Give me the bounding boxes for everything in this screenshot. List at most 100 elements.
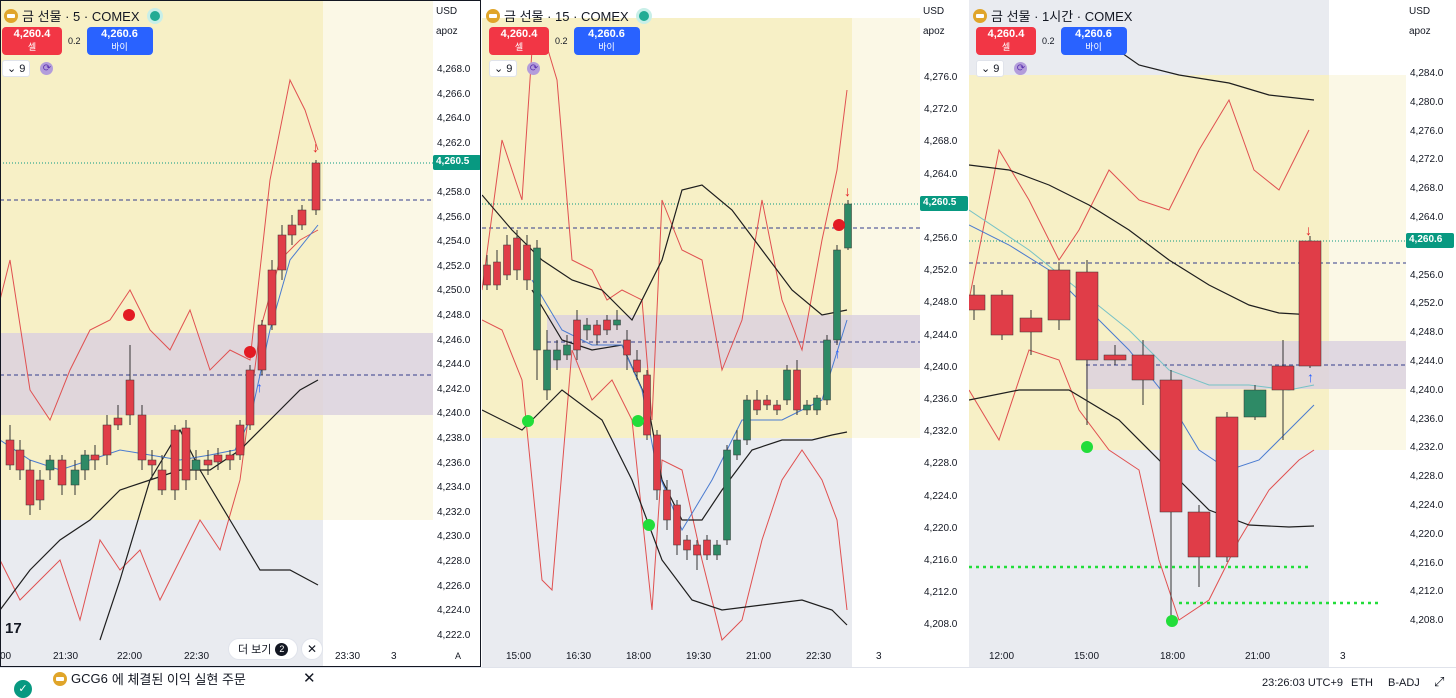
price-chart-5min[interactable]: ↓↑	[0, 0, 433, 667]
price-tick: 4,264.0	[924, 168, 958, 180]
clock[interactable]: 23:26:03 UTC+9	[1262, 677, 1344, 689]
sell-arrow-icon: ↓	[1305, 222, 1312, 238]
candle-body	[653, 434, 661, 491]
chart-pane-5min[interactable]: ↓ ↑ 금 선물 · 5 · COMEX 4,260.4 셀 0.2 4,260.6…	[0, 0, 481, 667]
indicator-toggle[interactable]: ⌄ 9	[2, 60, 31, 77]
fullscreen-icon[interactable]: ⤢	[1434, 674, 1445, 689]
trade-buttons: 4,260.4 셀 0.2 4,260.6 바이	[489, 27, 640, 55]
candle-body	[157, 469, 167, 491]
close-icon[interactable]: ✕	[301, 638, 323, 660]
moving-average	[531, 289, 848, 521]
price-tick: 4,242.0	[437, 383, 471, 395]
signal-sell-dot	[244, 346, 256, 358]
signal-buy-dot	[632, 415, 644, 427]
signal-sell-dot	[123, 309, 135, 321]
notification-symbol: GCG6	[71, 671, 108, 686]
currency-label[interactable]: USD	[1409, 6, 1431, 17]
close-icon[interactable]: ✕	[303, 670, 316, 687]
signal-buy-dot	[1081, 441, 1093, 453]
candle-body	[713, 544, 721, 556]
sell-button[interactable]: 4,260.4 셀	[489, 27, 549, 55]
band-outer	[1088, 29, 1315, 101]
time-tick: 22:30	[184, 651, 210, 662]
price-tick: 4,232.0	[437, 506, 471, 518]
time-tick: 15:00	[1074, 651, 1100, 662]
price-axis[interactable]: USD apoz 4,268.0 4,266.0 4,264.0 4,262.0 4,2…	[433, 0, 481, 667]
time-tick: 00	[0, 651, 12, 662]
candle-body	[1215, 416, 1239, 558]
symbol-header[interactable]: 금 선물 · 15 · COMEX	[486, 6, 649, 25]
candle-body	[1131, 354, 1155, 381]
band-lower-black	[482, 389, 848, 626]
indicator-toggle[interactable]: ⌄ 9	[489, 60, 518, 77]
time-tick: 3	[391, 651, 397, 662]
candle-body	[297, 209, 307, 226]
symbol-header[interactable]: 금 선물 · 5 · COMEX	[4, 6, 160, 25]
zone-purple	[0, 333, 433, 415]
candle-body	[703, 539, 711, 556]
last-price-tag: 4,260.5	[920, 196, 968, 211]
price-tick: 4,224.0	[437, 605, 471, 617]
price-tick: 4,212.0	[924, 587, 958, 599]
sync-icon[interactable]: ⟳	[1014, 62, 1028, 75]
sell-button[interactable]: 4,260.4 셀	[976, 27, 1036, 55]
price-tick: 4,248.0	[924, 297, 958, 309]
candle-body	[277, 234, 287, 271]
candle-body	[1243, 389, 1267, 418]
order-notification[interactable]: GCG6 에 체결된 이익 실현 주문	[53, 669, 246, 688]
symbol-header[interactable]: 금 선물 · 1시간 · COMEX	[973, 6, 1132, 25]
candle-body	[181, 427, 191, 481]
buy-arrow-icon: ↑	[834, 345, 841, 361]
indicator-row: ⌄ 9 ⟳	[489, 60, 541, 77]
price-tick: 4,224.0	[1410, 500, 1444, 511]
zone-grey	[969, 450, 1329, 667]
buy-button[interactable]: 4,260.6 바이	[86, 27, 153, 55]
market-open-icon	[638, 10, 649, 21]
sell-button[interactable]: 4,260.4 셀	[2, 27, 62, 55]
last-price-tag: 4,260.5	[433, 155, 481, 170]
scale-mode-label: apoz	[436, 26, 458, 37]
chart-pane-1h[interactable]: ↓ ↑ 금 선물 · 1시간 · COMEX 4,260.4 셀 0.2 4,260…	[969, 0, 1456, 667]
price-tick: 4,244.0	[924, 329, 958, 341]
more-button[interactable]: 더 보기 2	[228, 638, 299, 660]
price-tick: 4,220.0	[924, 522, 958, 534]
sync-icon[interactable]: ⟳	[40, 62, 54, 75]
buy-arrow-icon: ↑	[1307, 369, 1314, 385]
currency-label[interactable]: USD	[923, 6, 945, 17]
buy-button[interactable]: 4,260.6 바이	[573, 27, 640, 55]
candle-body	[543, 349, 551, 391]
sync-icon[interactable]: ⟳	[527, 62, 541, 75]
candle-body	[723, 449, 731, 541]
candle-body	[563, 344, 571, 356]
price-tick: 4,256.0	[437, 211, 471, 223]
buy-button[interactable]: 4,260.6 바이	[1060, 27, 1127, 55]
price-axis[interactable]: USD apoz 4,276.0 4,272.0 4,268.0 4,264.0 4,2…	[920, 0, 968, 667]
signal-buy-dot	[1166, 615, 1178, 627]
spread-value: 0.2	[555, 36, 568, 46]
price-axis[interactable]: USD apoz 4,284.0 4,280.0 4,276.0 4,272.0 4,2…	[1406, 0, 1454, 667]
candle-body	[1047, 269, 1071, 321]
candle-body	[191, 459, 201, 471]
candle-body	[763, 399, 771, 406]
signal-buy-dot	[643, 519, 655, 531]
candle-body	[257, 324, 267, 371]
chart-pane-15min[interactable]: ↓ ↑ 금 선물 · 15 · COMEX 4,260.4 셀 0.2 4,260.…	[482, 0, 968, 667]
price-tick: 4,280.0	[1410, 96, 1444, 108]
currency-label[interactable]: USD	[436, 6, 458, 17]
price-chart-1h[interactable]: ↓↑	[969, 0, 1406, 667]
price-chart-15min[interactable]: ↓↑	[482, 0, 920, 667]
candle-body	[1298, 240, 1322, 367]
auto-scale-button[interactable]: A	[455, 651, 462, 661]
candle-body	[311, 162, 321, 211]
tradingview-logo: 17	[5, 620, 22, 637]
candle-body	[613, 319, 621, 326]
time-tick: 3	[1340, 651, 1346, 662]
price-tick: 4,212.0	[1410, 586, 1444, 598]
adjustment-toggle[interactable]: B-ADJ	[1388, 677, 1420, 689]
candle-body	[287, 224, 297, 236]
indicator-toggle[interactable]: ⌄ 9	[976, 60, 1005, 77]
symbol-title: 금 선물 · 5 · COMEX	[22, 9, 140, 24]
candle-body	[25, 469, 35, 506]
session-toggle[interactable]: ETH	[1351, 677, 1373, 689]
notification-message: 에 체결된 이익 실현 주문	[111, 672, 246, 687]
